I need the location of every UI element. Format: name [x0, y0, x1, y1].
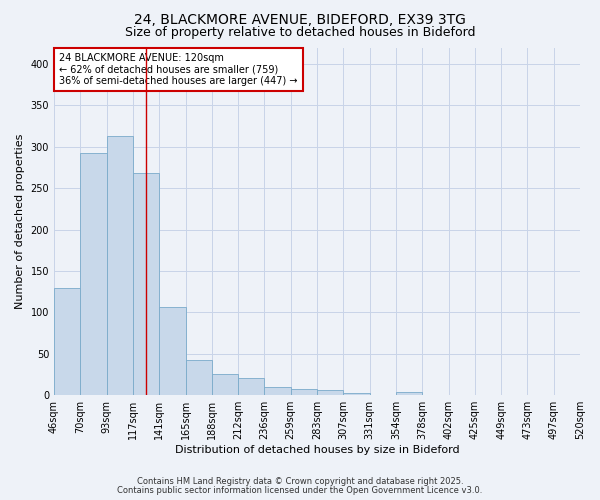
Bar [133, 174, 159, 395]
Text: 24, BLACKMORE AVENUE, BIDEFORD, EX39 3TG: 24, BLACKMORE AVENUE, BIDEFORD, EX39 3TG [134, 12, 466, 26]
X-axis label: Distribution of detached houses by size in Bideford: Distribution of detached houses by size … [175, 445, 460, 455]
Bar [343, 392, 370, 395]
Y-axis label: Number of detached properties: Number of detached properties [15, 134, 25, 309]
Bar [396, 392, 422, 395]
Bar [54, 288, 80, 395]
Text: Size of property relative to detached houses in Bideford: Size of property relative to detached ho… [125, 26, 475, 39]
Bar [317, 390, 343, 395]
Bar [159, 306, 185, 395]
Text: Contains HM Land Registry data © Crown copyright and database right 2025.: Contains HM Land Registry data © Crown c… [137, 477, 463, 486]
Bar [185, 360, 212, 395]
Bar [107, 136, 133, 395]
Text: Contains public sector information licensed under the Open Government Licence v3: Contains public sector information licen… [118, 486, 482, 495]
Bar [212, 374, 238, 395]
Bar [291, 388, 317, 395]
Text: 24 BLACKMORE AVENUE: 120sqm
← 62% of detached houses are smaller (759)
36% of se: 24 BLACKMORE AVENUE: 120sqm ← 62% of det… [59, 52, 298, 86]
Bar [238, 378, 265, 395]
Bar [265, 387, 291, 395]
Bar [80, 154, 107, 395]
